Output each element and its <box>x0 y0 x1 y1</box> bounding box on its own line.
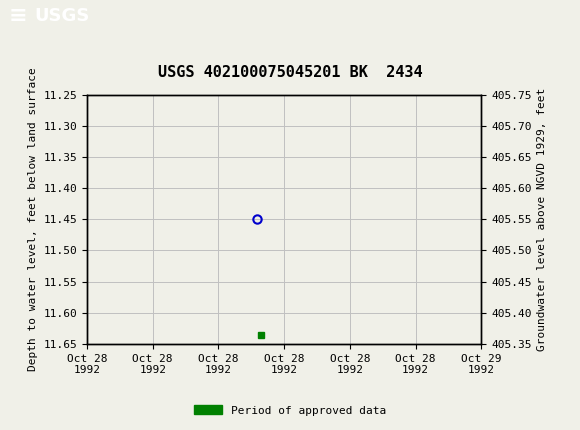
Y-axis label: Groundwater level above NGVD 1929, feet: Groundwater level above NGVD 1929, feet <box>537 88 547 351</box>
Text: ≡: ≡ <box>9 6 27 26</box>
Y-axis label: Depth to water level, feet below land surface: Depth to water level, feet below land su… <box>28 68 38 371</box>
Text: USGS 402100075045201 BK  2434: USGS 402100075045201 BK 2434 <box>158 64 422 80</box>
Text: USGS: USGS <box>35 7 90 25</box>
Legend: Period of approved data: Period of approved data <box>190 401 390 420</box>
